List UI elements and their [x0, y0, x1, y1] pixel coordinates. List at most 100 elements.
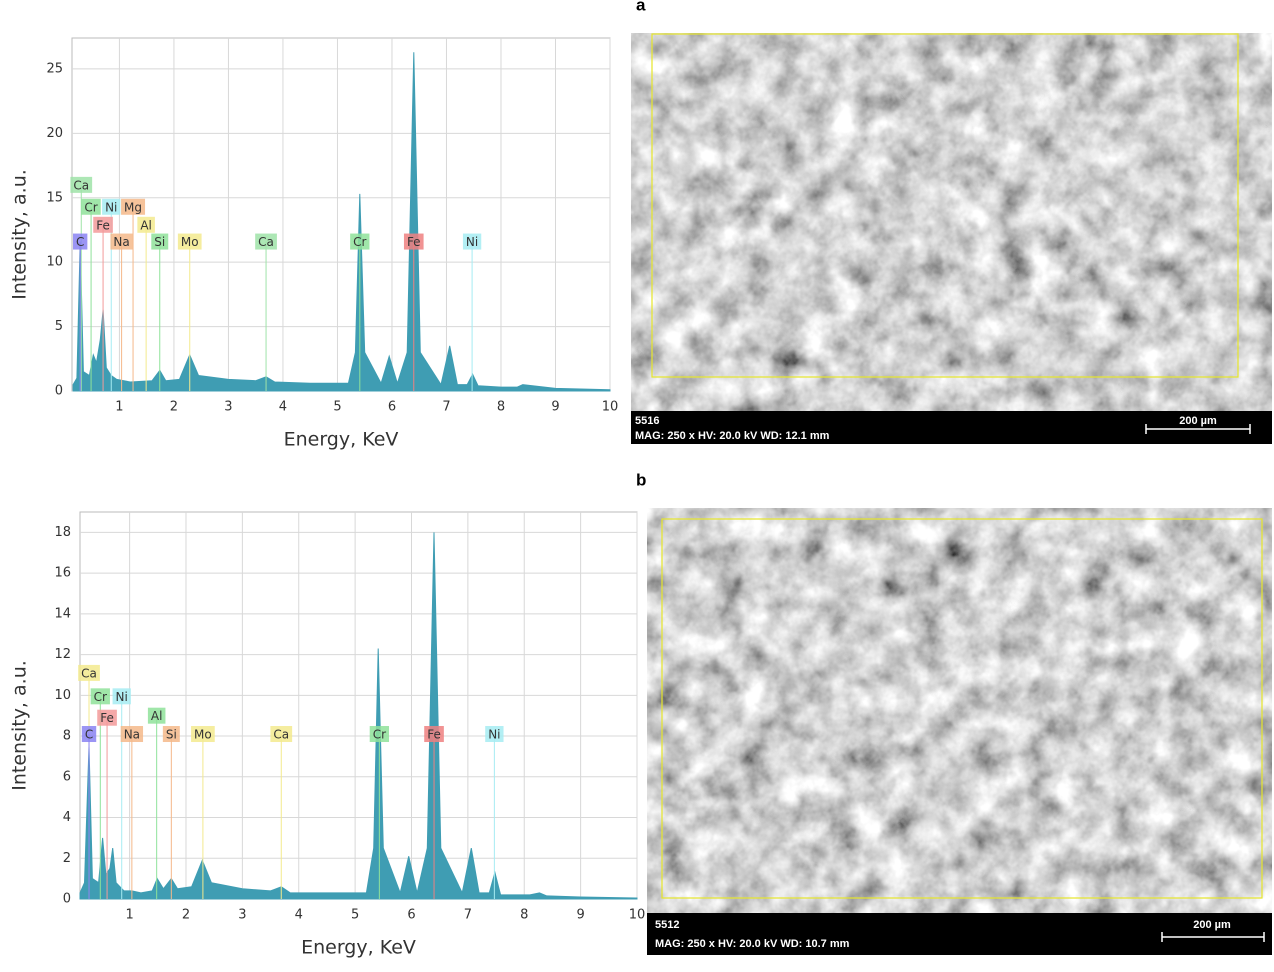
element-tag: [177, 233, 202, 250]
y-tick-label: 0: [63, 892, 71, 907]
element-tag: [270, 726, 293, 743]
y-tick-label: 10: [46, 255, 63, 270]
x-tick-label: 5: [333, 400, 341, 415]
sem-image: [631, 33, 1272, 411]
scale-bar: [1161, 932, 1265, 942]
element-tag: [255, 233, 277, 250]
x-tick-label: 9: [576, 908, 584, 923]
y-axis-label: Intensity, a.u.: [9, 660, 31, 791]
x-tick-label: 5: [351, 908, 359, 923]
y-tick-label: 6: [63, 769, 71, 784]
sample-id: 5516: [635, 415, 659, 427]
element-label: Cr: [84, 200, 97, 214]
sem-info: MAG: 250 x HV: 20.0 kV WD: 12.1 mm: [635, 430, 830, 442]
x-tick-label: 10: [629, 908, 646, 923]
element-tag: [485, 726, 504, 743]
x-tick-label: 3: [238, 908, 246, 923]
y-tick-label: 4: [63, 810, 71, 825]
element-label: Mo: [181, 235, 199, 249]
element-label: Fe: [96, 218, 110, 232]
x-tick-label: 2: [170, 400, 178, 415]
plot-area: [71, 37, 611, 392]
y-tick-label: 25: [46, 61, 63, 76]
element-tag: [369, 726, 390, 743]
x-tick-label: 1: [125, 908, 133, 923]
element-tag: [72, 233, 88, 250]
panel-label: b: [636, 470, 646, 489]
element-label: Ca: [73, 178, 89, 192]
info-bar: [647, 913, 1272, 955]
selection-frame: [651, 33, 1239, 378]
x-tick-label: 4: [279, 400, 287, 415]
y-tick-label: 15: [46, 190, 63, 205]
element-tag: [147, 707, 166, 724]
x-tick-label: 7: [442, 400, 450, 415]
y-tick-label: 0: [55, 384, 63, 399]
element-tag: [350, 233, 370, 250]
element-label: Cr: [353, 235, 366, 249]
element-tag: [90, 688, 110, 705]
y-tick-label: 8: [63, 729, 71, 744]
element-tag: [120, 726, 144, 743]
x-tick-label: 9: [551, 400, 559, 415]
element-label: Si: [154, 235, 165, 249]
element-tag: [462, 233, 482, 250]
sem-image: [647, 508, 1272, 913]
element-label: Mg: [124, 200, 142, 214]
element-tag: [112, 688, 131, 705]
element-tag: [151, 233, 169, 250]
element-tag: [424, 726, 444, 743]
element-tag: [81, 198, 101, 215]
y-tick-label: 12: [54, 647, 71, 662]
element-label: Al: [140, 218, 152, 232]
element-label: Ni: [488, 728, 500, 742]
element-label: Ni: [105, 200, 117, 214]
element-label: Na: [113, 235, 129, 249]
selection-frame: [661, 518, 1263, 899]
element-tag: [403, 233, 424, 250]
element-label: Ca: [258, 235, 274, 249]
element-label: Ca: [81, 666, 97, 680]
element-tag: [70, 176, 93, 193]
element-tag: [137, 216, 155, 233]
element-label: Na: [124, 728, 140, 742]
y-tick-label: 2: [63, 851, 71, 866]
y-tick-label: 10: [54, 688, 71, 703]
element-tag: [97, 709, 117, 726]
element-tag: [102, 198, 121, 215]
element-label: Fe: [427, 728, 441, 742]
panel-label: a: [636, 0, 646, 14]
element-label: Si: [166, 728, 177, 742]
element-tag: [121, 198, 146, 215]
sem-info: MAG: 250 x HV: 20.0 kV WD: 10.7 mm: [655, 938, 850, 950]
plot-area: [79, 511, 638, 900]
x-tick-label: 10: [602, 400, 619, 415]
element-tag: [93, 216, 113, 233]
info-bar: [631, 411, 1272, 444]
y-axis-label: Intensity, a.u.: [9, 169, 31, 300]
element-tag: [162, 726, 180, 743]
y-tick-label: 18: [54, 525, 71, 540]
scale-bar-label: 200 µm: [1179, 415, 1217, 427]
chart: 0 5 10 15 20 25 1 2 3 4 5 6 7 8 9 10 Ca Cr Ni Mg Fe Al C Na Si Mo…: [9, 37, 619, 451]
x-tick-label: 4: [295, 908, 303, 923]
x-tick-label: 8: [497, 400, 505, 415]
element-label: C: [85, 728, 93, 742]
sample-id: 5512: [655, 919, 679, 931]
element-label: Ni: [466, 235, 478, 249]
x-tick-label: 6: [407, 908, 415, 923]
scale-bar-label: 200 µm: [1193, 919, 1231, 931]
x-axis-label: Energy, KeV: [301, 937, 416, 959]
element-label: Fe: [100, 711, 114, 725]
y-tick-label: 20: [46, 126, 63, 141]
y-tick-label: 16: [54, 566, 71, 581]
x-tick-label: 3: [224, 400, 232, 415]
element-label: Ca: [273, 728, 289, 742]
element-label: Cr: [94, 690, 107, 704]
spectrum-area: [79, 532, 638, 900]
element-tag: [78, 664, 100, 681]
element-tag: [81, 726, 97, 743]
element-tag: [191, 726, 215, 743]
x-tick-label: 6: [388, 400, 396, 415]
